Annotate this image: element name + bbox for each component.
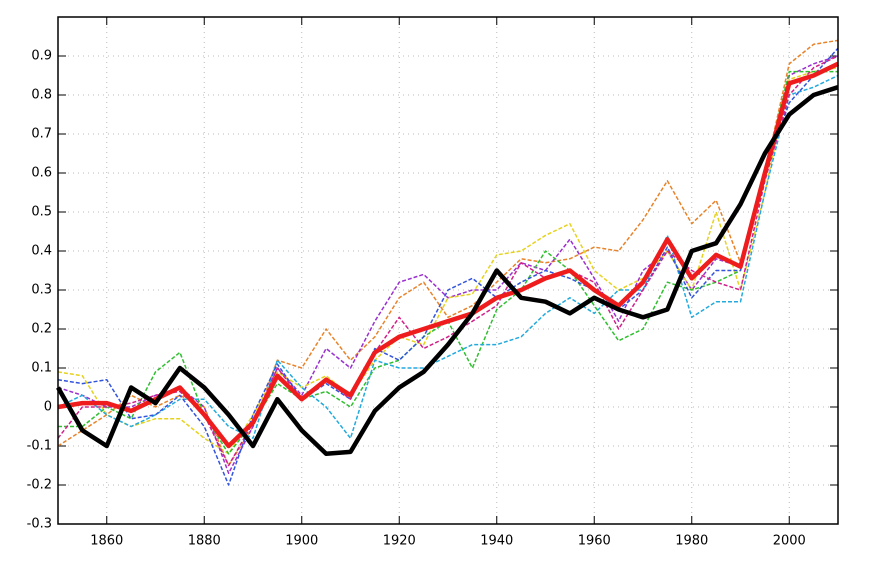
series-line xyxy=(57,61,839,449)
x-tick-label: 1920 xyxy=(383,534,416,549)
x-tick-label: 2000 xyxy=(773,534,806,549)
plot-frame xyxy=(57,16,839,525)
x-tick-label: 1940 xyxy=(480,534,513,549)
y-tick-label: 0.6 xyxy=(31,166,52,181)
x-tick-label: 1860 xyxy=(90,534,123,549)
series-line xyxy=(57,74,839,439)
y-tick-label: 0.2 xyxy=(31,322,52,337)
series-line xyxy=(57,55,839,475)
x-tick-label: 1900 xyxy=(285,534,318,549)
series-line xyxy=(57,47,839,486)
y-tick-label: -0.3 xyxy=(27,517,52,532)
y-tick-label: 0.3 xyxy=(31,283,52,298)
y-tick-label: -0.1 xyxy=(27,439,52,454)
x-tick-label: 1980 xyxy=(675,534,708,549)
y-tick-label: 0.8 xyxy=(31,88,52,103)
y-tick-label: 0 xyxy=(44,400,52,415)
y-tick-label: 0.7 xyxy=(31,127,52,142)
series-line xyxy=(56,85,839,457)
series-line xyxy=(58,70,838,455)
series-line xyxy=(57,66,839,455)
x-tick-label: 1960 xyxy=(578,534,611,549)
x-tick-label: 1880 xyxy=(188,534,221,549)
y-tick-label: 0.4 xyxy=(31,244,52,259)
y-tick-label: -0.2 xyxy=(27,478,52,493)
y-tick-label: 0.5 xyxy=(31,205,52,220)
y-tick-label: 0.1 xyxy=(31,361,52,376)
y-tick-label: 0.9 xyxy=(31,49,52,64)
